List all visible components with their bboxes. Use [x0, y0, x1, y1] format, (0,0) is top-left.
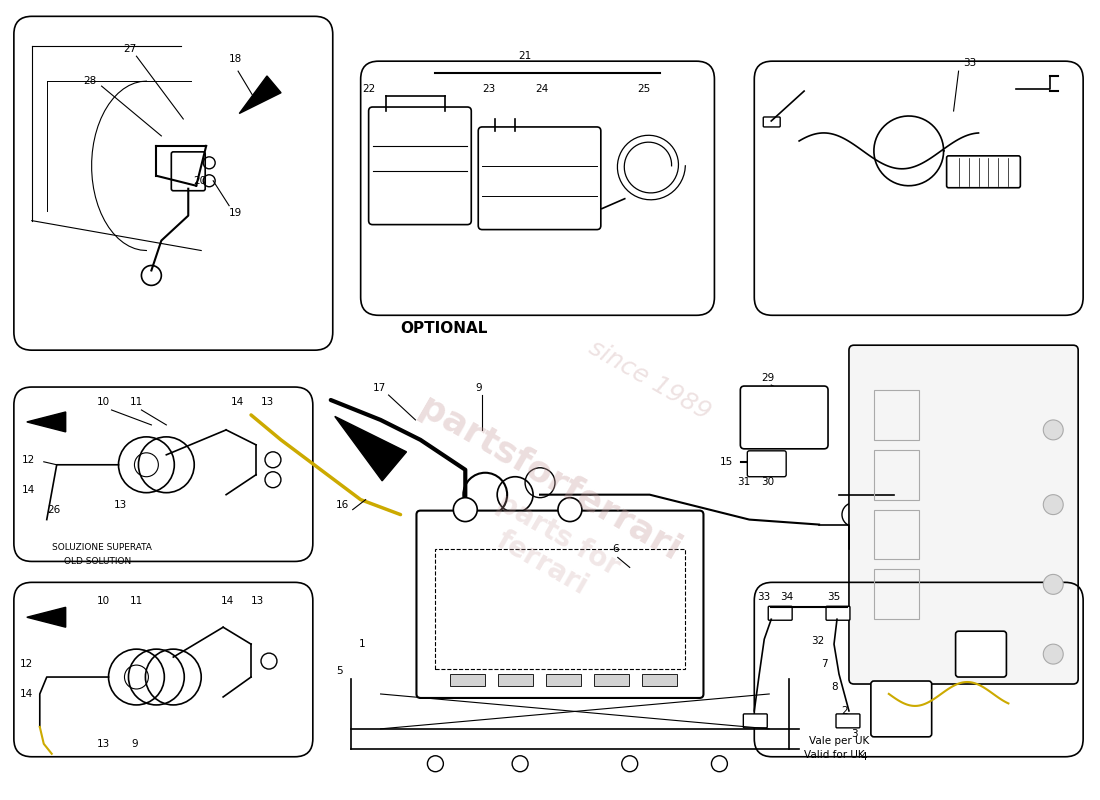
Circle shape	[453, 498, 477, 522]
Text: 14: 14	[22, 485, 35, 494]
FancyBboxPatch shape	[368, 107, 471, 225]
Text: 17: 17	[373, 383, 386, 393]
FancyBboxPatch shape	[478, 127, 601, 230]
Text: 9: 9	[475, 383, 482, 393]
Bar	[594, 674, 629, 686]
Text: 12: 12	[20, 659, 33, 669]
Text: 8: 8	[830, 682, 837, 692]
Text: 3: 3	[851, 729, 858, 739]
Bar	[498, 674, 534, 686]
Text: 14: 14	[20, 689, 33, 699]
Text: 11: 11	[130, 596, 143, 606]
Bar	[436, 550, 684, 669]
Bar	[873, 510, 918, 559]
FancyBboxPatch shape	[740, 386, 828, 449]
Polygon shape	[334, 416, 407, 481]
Text: 33: 33	[757, 592, 770, 602]
Circle shape	[1043, 494, 1064, 514]
Bar	[450, 674, 485, 686]
FancyBboxPatch shape	[947, 156, 1021, 188]
Text: SOLUZIONE SUPERATA: SOLUZIONE SUPERATA	[52, 543, 152, 552]
Text: 32: 32	[811, 636, 824, 646]
Text: 23: 23	[482, 84, 495, 94]
Text: 6: 6	[612, 545, 618, 554]
Text: 16: 16	[336, 500, 349, 510]
Text: 19: 19	[229, 208, 242, 218]
Text: 22: 22	[363, 84, 376, 94]
FancyBboxPatch shape	[826, 606, 850, 620]
FancyBboxPatch shape	[763, 117, 780, 127]
Text: 33: 33	[964, 58, 977, 68]
Text: 18: 18	[229, 54, 242, 64]
Text: 11: 11	[130, 397, 143, 407]
Bar	[873, 570, 918, 619]
Text: 24: 24	[535, 84, 548, 94]
Text: since 1989: since 1989	[584, 335, 715, 425]
Text: OLD SOLUTION: OLD SOLUTION	[64, 557, 131, 566]
Text: 27: 27	[123, 44, 136, 54]
Text: 4: 4	[861, 752, 868, 762]
Text: 10: 10	[97, 397, 110, 407]
FancyBboxPatch shape	[768, 606, 792, 620]
Text: 25: 25	[638, 84, 651, 94]
Text: OPTIONAL: OPTIONAL	[400, 321, 488, 336]
Text: 30: 30	[761, 477, 774, 486]
Polygon shape	[26, 412, 66, 432]
Text: 13: 13	[113, 500, 127, 510]
Text: 14: 14	[221, 596, 234, 606]
FancyBboxPatch shape	[836, 714, 860, 728]
Text: 13: 13	[261, 397, 274, 407]
Text: 7: 7	[821, 659, 827, 669]
FancyBboxPatch shape	[956, 631, 1006, 677]
FancyBboxPatch shape	[744, 714, 767, 728]
Circle shape	[558, 498, 582, 522]
Text: partsforferrari: partsforferrari	[414, 391, 686, 569]
Bar	[641, 674, 676, 686]
Text: 28: 28	[84, 76, 97, 86]
Text: 34: 34	[781, 592, 794, 602]
Text: 20: 20	[194, 176, 207, 186]
Text: 14: 14	[231, 397, 244, 407]
FancyBboxPatch shape	[747, 451, 786, 477]
Circle shape	[1043, 420, 1064, 440]
FancyBboxPatch shape	[417, 510, 704, 698]
Circle shape	[513, 756, 528, 772]
Bar	[873, 390, 918, 440]
Text: 10: 10	[97, 596, 110, 606]
FancyBboxPatch shape	[849, 345, 1078, 684]
Bar	[546, 674, 581, 686]
Text: 13: 13	[251, 596, 264, 606]
Polygon shape	[240, 76, 282, 114]
Text: 26: 26	[47, 505, 60, 514]
Circle shape	[621, 756, 638, 772]
Circle shape	[428, 756, 443, 772]
Circle shape	[1043, 574, 1064, 594]
Text: 2: 2	[842, 706, 848, 716]
Circle shape	[1043, 644, 1064, 664]
Text: Vale per UK: Vale per UK	[810, 736, 869, 746]
FancyBboxPatch shape	[871, 681, 932, 737]
Text: 31: 31	[737, 477, 750, 486]
Polygon shape	[26, 607, 66, 627]
Text: 13: 13	[97, 739, 110, 749]
Circle shape	[712, 756, 727, 772]
Bar	[873, 450, 918, 500]
Text: 5: 5	[336, 666, 342, 676]
Text: 1: 1	[359, 639, 365, 649]
Text: parts for
ferrari: parts for ferrari	[475, 489, 625, 610]
Text: 12: 12	[22, 454, 35, 465]
Text: 15: 15	[719, 457, 733, 466]
Text: 21: 21	[518, 51, 531, 61]
Text: 9: 9	[132, 739, 139, 749]
FancyBboxPatch shape	[172, 152, 206, 190]
Text: 35: 35	[827, 592, 840, 602]
Text: Valid for UK: Valid for UK	[804, 750, 865, 760]
Text: 29: 29	[761, 373, 774, 383]
